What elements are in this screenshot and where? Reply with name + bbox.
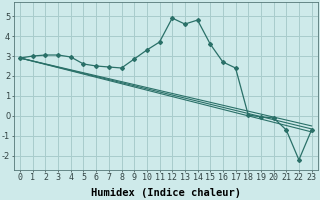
X-axis label: Humidex (Indice chaleur): Humidex (Indice chaleur) (91, 188, 241, 198)
